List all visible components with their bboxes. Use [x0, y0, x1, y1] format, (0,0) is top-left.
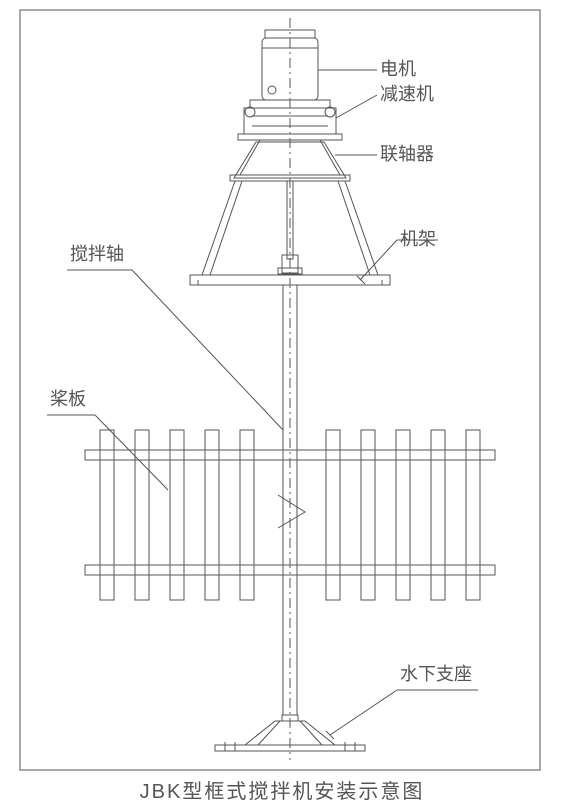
- label-reducer: 减速机: [380, 84, 434, 104]
- label-coupling: 联轴器: [380, 144, 434, 164]
- rotation-arrow-icon: [278, 495, 305, 528]
- drawing-border: [20, 10, 540, 770]
- paddle-assembly: [85, 430, 495, 600]
- leader-lines: [47, 70, 478, 739]
- label-paddle: 桨板: [50, 389, 86, 409]
- diagram-title: JBK型框式搅拌机安装示意图: [140, 780, 425, 803]
- mixer-diagram: 电机 减速机 联轴器 机架 搅拌轴 桨板 水下支座 JBK型框式搅拌机安装示意图: [0, 0, 563, 809]
- label-frame: 机架: [400, 229, 436, 249]
- label-shaft: 搅拌轴: [70, 244, 124, 264]
- label-base: 水下支座: [400, 664, 472, 684]
- label-motor: 电机: [380, 59, 416, 79]
